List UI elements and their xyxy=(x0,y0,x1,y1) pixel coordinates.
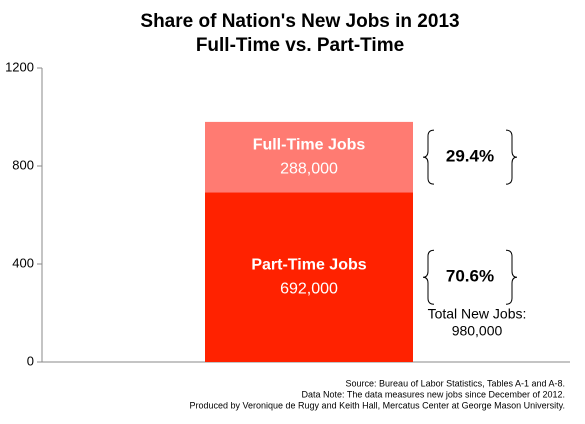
share-label: 70.6% xyxy=(446,267,494,286)
note: Data Note: The data measures new jobs si… xyxy=(302,389,565,399)
value-label: 692,000 xyxy=(280,280,338,297)
total-label: Total New Jobs: xyxy=(428,306,527,322)
y-tick-label: 1200 xyxy=(5,59,34,74)
segment-name: Full-Time Jobs xyxy=(253,136,366,153)
value-label: 288,000 xyxy=(280,160,338,177)
total-value: 980,000 xyxy=(452,323,503,339)
share-label: 29.4% xyxy=(446,147,494,166)
note: Produced by Veronique de Rugy and Keith … xyxy=(189,400,565,410)
brace xyxy=(422,249,435,305)
y-tick-label: 800 xyxy=(12,157,34,172)
y-tick-label: 0 xyxy=(27,353,34,368)
segment-name: Part-Time Jobs xyxy=(251,256,366,273)
bar-segment xyxy=(205,121,413,193)
y-tick-label: 400 xyxy=(12,255,34,270)
note: Source: Bureau of Labor Statistics, Tabl… xyxy=(346,378,565,388)
brace xyxy=(505,129,518,185)
brace xyxy=(505,249,518,305)
bar-segment xyxy=(205,192,413,362)
brace xyxy=(422,129,435,185)
chart-subtitle: Full-Time vs. Part-Time xyxy=(196,35,404,56)
chart-title: Share of Nation's New Jobs in 2013 xyxy=(140,11,459,32)
